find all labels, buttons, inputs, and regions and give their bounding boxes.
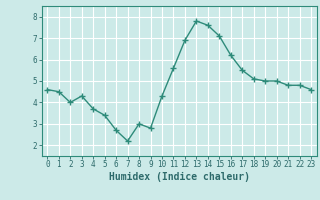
X-axis label: Humidex (Indice chaleur): Humidex (Indice chaleur) xyxy=(109,172,250,182)
